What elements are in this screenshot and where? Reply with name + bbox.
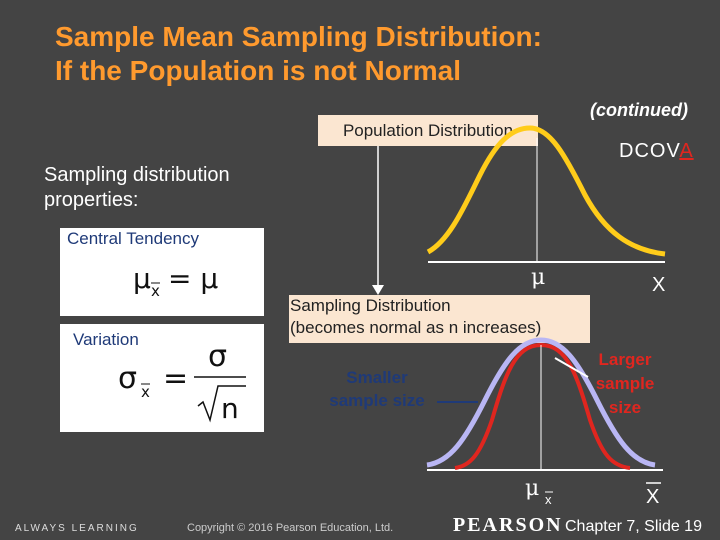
variation-box — [60, 324, 264, 432]
copyright-footer: Copyright © 2016 Pearson Education, Ltd. — [187, 522, 394, 534]
dcova-highlight: A — [679, 140, 694, 162]
slide-title: Sample Mean Sampling Distribution: If th… — [55, 20, 675, 88]
dcova-label: DCOVA — [619, 140, 694, 163]
central-mu: μ — [133, 262, 151, 295]
smaller-line-1: Smaller — [346, 368, 408, 387]
larger-line-3: size — [608, 398, 642, 417]
arrow-head — [372, 285, 384, 295]
properties-line-2: properties: — [44, 189, 139, 211]
title-line-2: If the Population is not Normal — [55, 55, 461, 86]
variation-label: Variation — [73, 330, 139, 349]
properties-line-1: Sampling distribution — [44, 164, 230, 186]
continued-label: (continued) — [590, 100, 688, 120]
smaller-sample-curve — [426, 337, 656, 468]
central-eq: = μ — [168, 262, 218, 295]
var-sigma-left: σ — [118, 361, 137, 396]
larger-line-2: sample — [595, 374, 655, 393]
sampling-xbar-label: X — [646, 486, 659, 508]
var-eq: = — [163, 361, 188, 396]
title-line-1: Sample Mean Sampling Distribution: — [55, 21, 542, 52]
always-learning-footer: ALWAYS LEARNING — [15, 523, 139, 534]
dcova-prefix: DCOV — [619, 140, 680, 162]
central-tendency-label: Central Tendency — [67, 229, 199, 248]
population-mu-label: μ — [531, 265, 545, 290]
sampling-mu-sub: x — [545, 492, 552, 507]
var-n: n — [221, 392, 239, 425]
sampling-box-line-2: (becomes normal as n increases) — [290, 318, 542, 337]
properties-heading: Sampling distribution properties: — [44, 163, 230, 213]
population-x-label: X — [652, 274, 665, 296]
sampling-box-line-1: Sampling Distribution — [290, 296, 451, 315]
chapter-slide-label: Chapter 7, Slide 19 — [565, 518, 702, 535]
population-curve — [426, 125, 666, 257]
smaller-line-2: sample size — [329, 391, 425, 410]
larger-sample-label: Larger sample size — [585, 348, 665, 420]
central-sub: x — [151, 282, 160, 300]
central-tendency-box — [60, 228, 264, 316]
var-sigma-num: σ — [208, 339, 227, 374]
smaller-sample-label: Smaller sample size — [318, 366, 436, 412]
var-sub: x — [141, 383, 150, 401]
population-distribution-box: Population Distribution — [318, 115, 538, 146]
larger-pointer — [554, 357, 589, 378]
var-sqrt-sign — [197, 385, 246, 423]
pearson-logo: PEARSON — [453, 514, 563, 536]
larger-line-1: Larger — [598, 350, 652, 369]
sampling-distribution-box: Sampling Distribution (becomes normal as… — [289, 295, 590, 343]
sampling-mu-label: μ — [525, 476, 539, 501]
